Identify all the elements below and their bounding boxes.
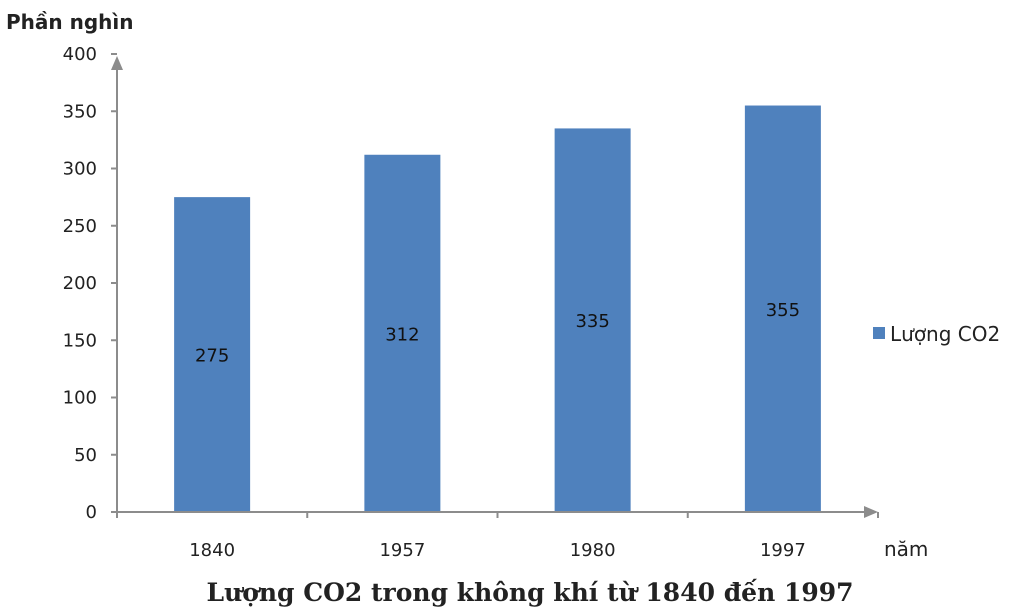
y-tick-label: 100 — [63, 388, 97, 409]
legend-swatch — [873, 327, 885, 339]
y-tick-label: 0 — [86, 502, 97, 523]
y-axis-arrow-icon — [111, 56, 123, 70]
y-tick-label: 300 — [63, 159, 97, 180]
x-axis-arrow-icon — [864, 506, 878, 518]
y-tick-label: 200 — [63, 273, 97, 294]
y-tick-label: 350 — [63, 101, 97, 122]
x-axis-title: năm — [884, 537, 928, 561]
y-axis-ticks: 0 50 100 150 200 250 300 350 400 — [63, 44, 117, 523]
legend: Lượng CO2 — [873, 322, 1000, 346]
y-tick-label: 50 — [74, 445, 97, 466]
bar-1840 — [174, 197, 251, 512]
data-label-1980: 335 — [575, 311, 609, 332]
data-label-1997: 355 — [766, 300, 800, 321]
y-tick-label: 400 — [63, 44, 97, 65]
x-axis-ticks: 1840 1957 1980 1997 — [116, 512, 879, 561]
bar-series: 275 312 335 355 — [174, 105, 821, 513]
bar-1997 — [744, 105, 821, 513]
chart-caption: Lượng CO2 trong không khí từ 1840 đến 19… — [206, 578, 853, 607]
bar-1957 — [364, 154, 441, 512]
y-tick-label: 250 — [63, 216, 97, 237]
x-tick-label-1997: 1997 — [760, 540, 806, 561]
x-tick-label-1840: 1840 — [189, 540, 235, 561]
legend-label: Lượng CO2 — [890, 322, 1000, 346]
data-label-1957: 312 — [385, 324, 419, 345]
x-tick-label-1957: 1957 — [379, 540, 425, 561]
y-tick-label: 150 — [63, 330, 97, 351]
x-tick-label-1980: 1980 — [570, 540, 616, 561]
bar-1980 — [554, 128, 631, 513]
data-label-1840: 275 — [195, 346, 229, 367]
y-axis-title: Phần nghìn — [6, 10, 133, 34]
